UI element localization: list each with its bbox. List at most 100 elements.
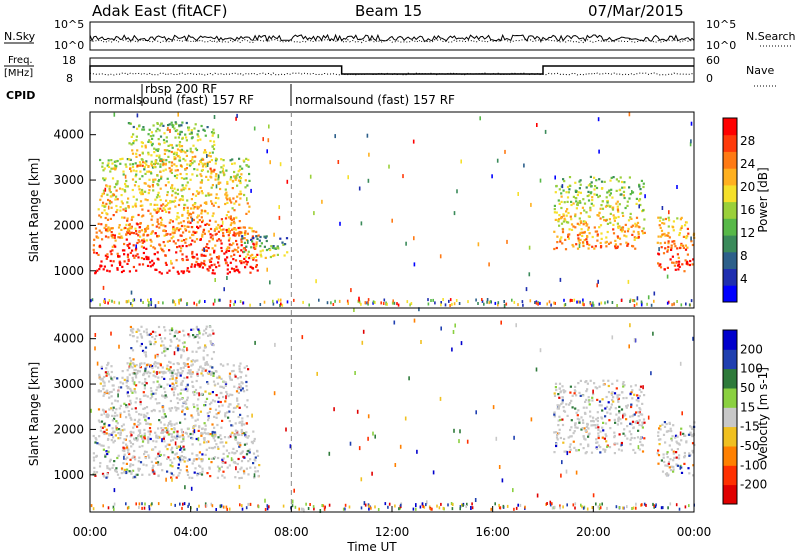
data-cell: [150, 303, 152, 307]
data-cell: [662, 218, 665, 221]
data-cell: [615, 413, 618, 416]
data-cell: [574, 215, 577, 218]
data-cell: [177, 203, 181, 207]
data-cell: [245, 212, 248, 215]
data-cell: [215, 158, 218, 161]
data-cell: [143, 330, 146, 333]
data-cell: [119, 437, 122, 440]
data-cell: [138, 263, 141, 266]
data-cell: [183, 177, 186, 180]
data-cell: [503, 303, 506, 308]
data-cell: [350, 288, 352, 293]
data-cell: [597, 436, 600, 440]
data-cell: [675, 456, 678, 459]
data-cell: [181, 198, 185, 201]
data-cell: [217, 205, 220, 209]
data-cell: [204, 332, 208, 335]
data-cell: [196, 205, 199, 208]
data-cell: [159, 207, 162, 210]
data-cell: [193, 168, 196, 171]
data-cell: [226, 201, 229, 204]
data-cell: [200, 254, 203, 257]
data-cell: [598, 194, 601, 198]
data-cell: [587, 226, 590, 229]
data-cell: [195, 454, 198, 457]
data-cell: [669, 258, 672, 261]
data-cell: [240, 466, 243, 469]
data-cell: [217, 298, 220, 302]
data-cell: [147, 165, 150, 168]
data-cell: [145, 331, 148, 334]
data-cell: [612, 223, 615, 226]
data-cell: [598, 385, 601, 388]
data-cell: [186, 372, 189, 375]
data-cell: [614, 421, 617, 424]
data-cell: [440, 301, 442, 304]
data-cell: [252, 258, 255, 261]
data-cell: [629, 415, 632, 418]
data-cell: [92, 434, 95, 438]
data-cell: [158, 402, 161, 405]
data-cell: [156, 380, 159, 383]
data-cell: [220, 504, 223, 508]
data-cell: [201, 467, 204, 470]
data-cell: [139, 204, 142, 207]
data-cell: [558, 382, 562, 385]
data-cell: [239, 181, 242, 185]
data-cell: [163, 387, 166, 390]
data-cell: [162, 207, 165, 210]
data-cell: [691, 263, 694, 266]
data-cell: [186, 389, 189, 393]
data-cell: [402, 174, 404, 179]
data-cell: [141, 145, 144, 148]
data-cell: [132, 298, 134, 302]
data-cell: [118, 224, 121, 227]
data-cell: [115, 204, 118, 208]
data-cell: [136, 425, 139, 428]
data-cell: [631, 244, 634, 248]
data-cell: [97, 408, 101, 411]
data-cell: [124, 163, 127, 166]
data-cell: [655, 503, 657, 507]
data-cell: [232, 410, 235, 413]
data-cell: [136, 369, 140, 372]
data-cell: [230, 218, 233, 222]
data-cell: [555, 442, 558, 446]
data-cell: [178, 472, 181, 475]
data-cell: [239, 197, 242, 200]
data-cell: [173, 428, 176, 431]
data-cell: [126, 255, 129, 258]
data-cell: [561, 228, 565, 231]
data-cell: [176, 246, 179, 249]
data-cell: [144, 418, 147, 421]
data-cell: [110, 402, 114, 405]
data-cell: [165, 136, 168, 139]
data-cell: [631, 224, 634, 227]
data-cell: [217, 182, 220, 185]
data-cell: [558, 415, 561, 418]
data-cell: [150, 390, 153, 393]
data-cell: [228, 507, 231, 511]
data-cell: [132, 142, 135, 145]
data-cell: [130, 445, 133, 448]
data-cell: [249, 271, 252, 274]
data-cell: [165, 233, 168, 236]
data-cell: [680, 427, 683, 430]
data-cell: [562, 214, 565, 217]
data-cell: [246, 232, 249, 235]
data-cell: [197, 412, 200, 415]
data-cell: [175, 437, 178, 440]
data-cell: [103, 423, 106, 426]
data-cell: [247, 449, 250, 453]
data-cell: [219, 441, 222, 444]
data-cell: [155, 362, 158, 365]
data-cell: [661, 222, 664, 225]
data-cell: [690, 139, 692, 144]
data-cell: [210, 401, 213, 404]
data-cell: [143, 436, 146, 439]
data-cell: [319, 509, 322, 513]
data-cell: [164, 415, 167, 418]
data-cell: [213, 383, 217, 386]
data-cell: [220, 426, 223, 429]
data-cell: [207, 247, 210, 250]
